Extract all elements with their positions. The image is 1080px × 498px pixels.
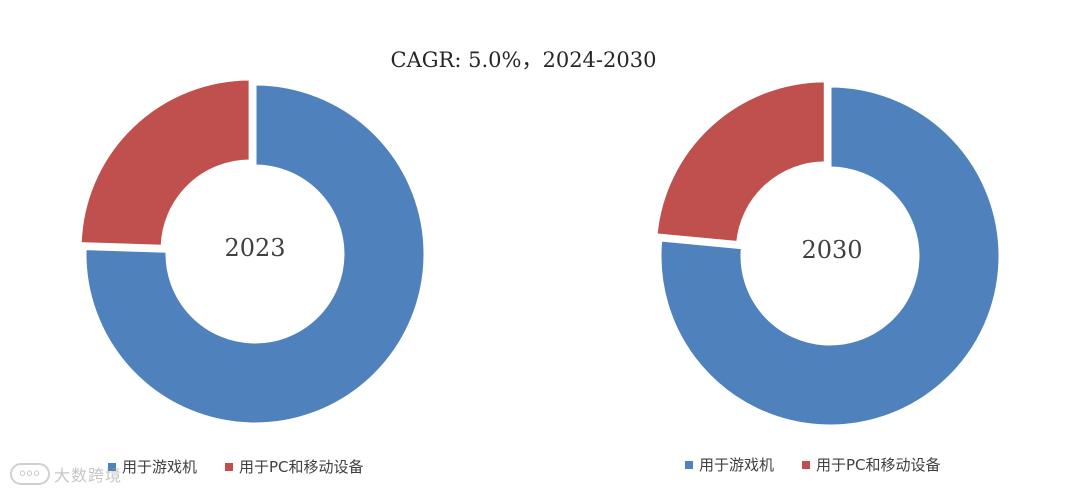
donut-chart-2023: 2023	[78, 77, 427, 426]
center-label-2030: 2030	[801, 236, 862, 264]
slice-gaming-2023	[83, 82, 427, 426]
watermark-text: 大数跨境	[54, 466, 123, 485]
legend-item-gaming: 用于游戏机	[685, 454, 774, 475]
legend-2030: 用于游戏机 用于PC和移动设备	[685, 454, 969, 475]
legend-2023: 用于游戏机 用于PC和移动设备	[108, 456, 392, 477]
watermark: ooo 大数跨境	[10, 462, 122, 486]
legend-label-pc-mobile: 用于PC和移动设备	[816, 456, 941, 474]
legend-item-gaming: 用于游戏机	[108, 456, 197, 477]
legend-swatch-gaming	[685, 460, 693, 469]
legend-label-pc-mobile: 用于PC和移动设备	[239, 458, 364, 476]
legend-swatch-gaming	[108, 462, 116, 471]
slice-gaming-2030	[658, 84, 1002, 428]
legend-item-pc-mobile: 用于PC和移动设备	[802, 454, 941, 475]
slice-pc-mobile-2030	[654, 79, 827, 245]
chart-title: CAGR: 5.0%，2024-2030	[390, 48, 657, 72]
donut-chart-2030: 2030	[654, 79, 1002, 428]
legend-item-pc-mobile: 用于PC和移动设备	[225, 456, 364, 477]
legend-swatch-pc-mobile	[225, 462, 234, 471]
legend-label-gaming: 用于游戏机	[699, 456, 775, 474]
legend-label-gaming: 用于游戏机	[122, 458, 198, 476]
watermark-logo-icon: ooo	[10, 463, 50, 485]
center-label-2023: 2023	[224, 234, 285, 262]
legend-swatch-pc-mobile	[802, 460, 811, 469]
slice-pc-mobile-2023	[78, 77, 252, 248]
